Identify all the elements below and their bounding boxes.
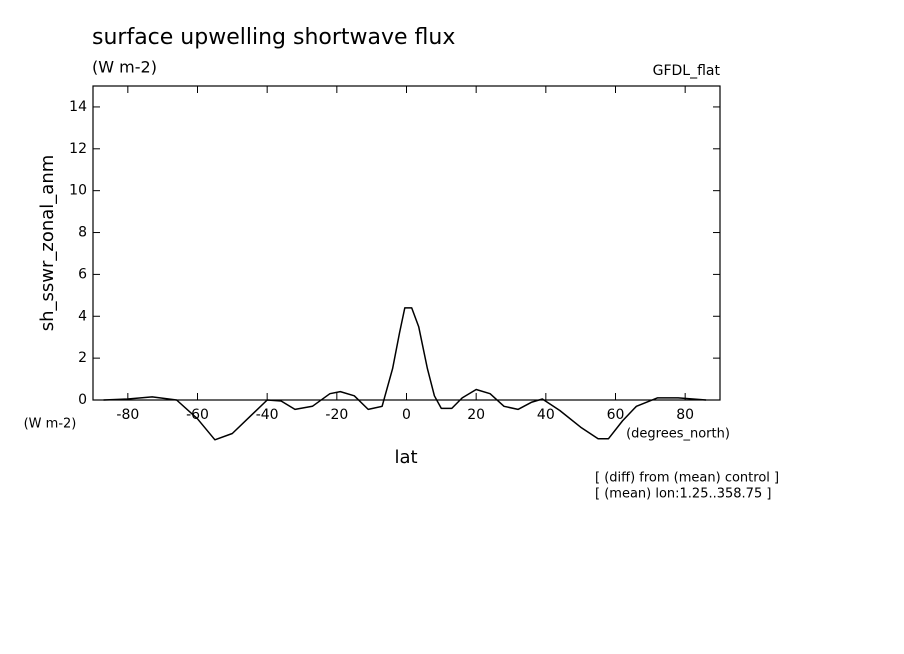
annotation: [ (diff) from (mean) control ] <box>595 471 779 486</box>
y-tick-label: 8 <box>78 225 87 241</box>
x-unit: (degrees_north) <box>626 427 730 442</box>
annotation: [ (mean) lon:1.25..358.75 ] <box>595 487 771 502</box>
plot-frame <box>92 85 721 401</box>
chart-title: surface upwelling shortwave flux <box>92 25 455 50</box>
x-tick-label: 0 <box>402 407 411 423</box>
x-tick-label: -40 <box>256 407 279 423</box>
x-tick-label: -60 <box>186 407 209 423</box>
data-line <box>103 307 707 441</box>
source: GFDL_flat <box>653 63 721 79</box>
x-tick-label: -80 <box>116 407 139 423</box>
x-tick-label: 20 <box>467 407 485 423</box>
y-tick-label: 0 <box>78 392 87 408</box>
y-tick-label: 2 <box>78 350 87 366</box>
y-tick-label: 12 <box>69 141 87 157</box>
y-tick-label: 10 <box>69 183 87 199</box>
x-tick-label: 40 <box>537 407 555 423</box>
x-axis-label: lat <box>394 447 417 468</box>
y-tick-label: 4 <box>78 308 87 324</box>
y-tick-label: 6 <box>78 266 87 282</box>
x-tick-label: 80 <box>676 407 694 423</box>
x-tick-label: -20 <box>325 407 348 423</box>
y-unit: (W m-2) <box>24 417 77 432</box>
subtitle: (W m-2) <box>92 58 157 77</box>
y-axis-label: sh_sswr_zonal_anm <box>37 155 58 332</box>
y-tick-label: 14 <box>69 99 87 115</box>
x-tick-label: 60 <box>607 407 625 423</box>
